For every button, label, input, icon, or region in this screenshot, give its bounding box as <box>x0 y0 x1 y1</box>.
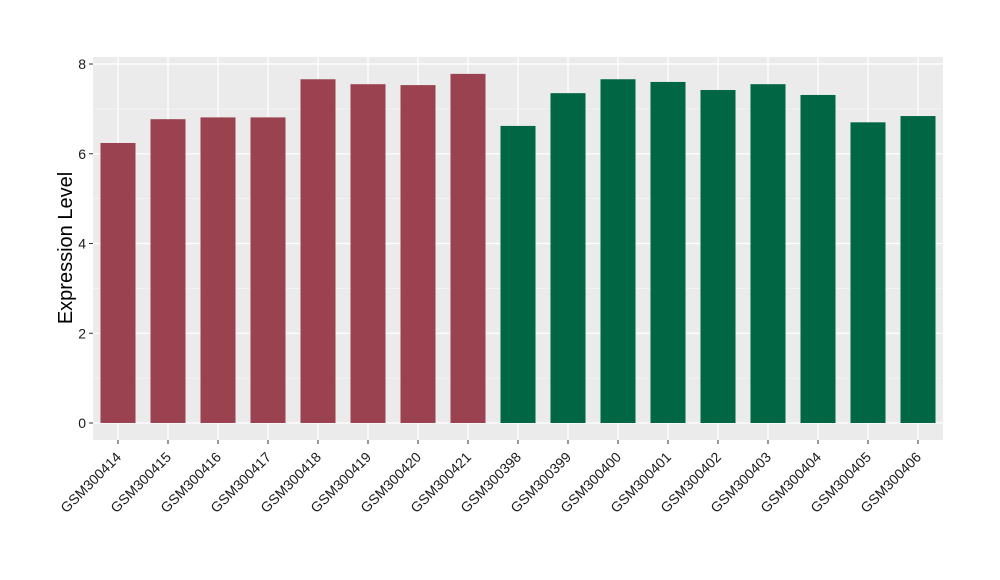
bars <box>100 73 936 424</box>
y-tick-label: 4 <box>78 236 86 252</box>
y-tick-label: 8 <box>78 56 86 72</box>
bar <box>600 79 636 423</box>
y-axis-title: Expression Level <box>55 172 77 324</box>
bar <box>250 117 286 424</box>
bar <box>900 116 936 424</box>
y-tick-label: 0 <box>78 415 86 431</box>
bar <box>150 119 186 423</box>
y-axis: 0 2 4 6 8 <box>78 56 93 431</box>
bar <box>700 90 736 423</box>
bar <box>850 122 886 424</box>
bar <box>750 84 786 423</box>
bar <box>550 93 586 423</box>
bar <box>200 117 236 424</box>
bar <box>350 84 386 423</box>
x-axis: GSM300414GSM300415GSM300416GSM300417GSM3… <box>57 440 924 516</box>
y-tick-label: 2 <box>78 325 86 341</box>
bar <box>400 85 436 423</box>
bar <box>450 73 486 423</box>
bar <box>650 81 686 423</box>
bar <box>100 142 136 424</box>
bar <box>300 79 336 423</box>
bar <box>500 125 536 424</box>
y-tick-label: 6 <box>78 146 86 162</box>
bar <box>800 94 836 424</box>
